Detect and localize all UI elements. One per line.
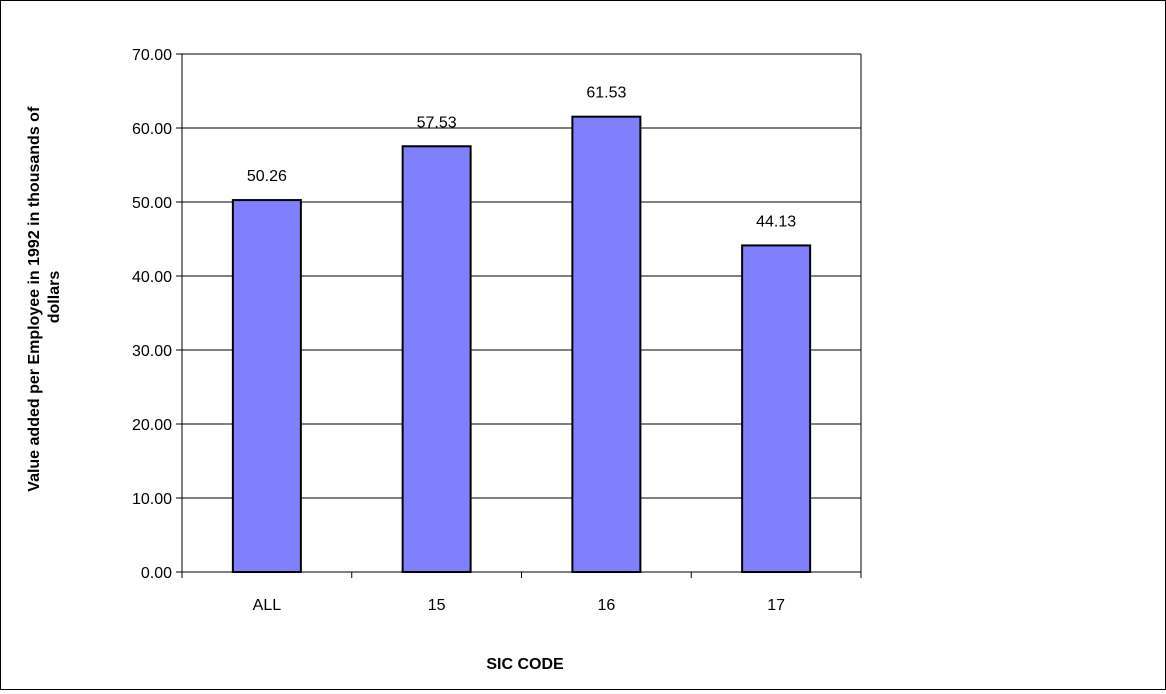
data-label: 61.53 [586,85,626,102]
y-axis-title: Value added per Employee in 1992 in thou… [26,102,63,491]
bar-16 [571,115,642,573]
axes [176,53,862,578]
y-tick-label: 10.00 [132,491,172,508]
y-tick-label: 70.00 [132,47,172,64]
y-tick-label: 20.00 [132,417,172,434]
bar-15 [401,145,472,573]
x-tick-label: 15 [428,597,446,614]
data-label: 50.26 [247,168,287,185]
x-tick-label: 16 [597,597,615,614]
y-tick-label: 60.00 [132,121,172,138]
y-tick-label: 30.00 [132,343,172,360]
data-label: 57.53 [417,114,457,131]
data-label: 44.13 [756,213,796,230]
x-tick-label: 17 [767,597,785,614]
bar-all [231,199,302,574]
y-axis-title-line-2: dollars [46,271,63,324]
bars [231,115,812,574]
labels: 0.00 10.00 20.00 30.00 40.00 50.00 60.00 70.00 5… [132,47,796,614]
bar-17 [741,244,812,574]
y-tick-label: 50.00 [132,195,172,212]
y-axis-title-line-1: Value added per Employee in 1992 in thou… [26,106,43,492]
x-tick-label: ALL [253,597,282,614]
y-tick-label: 40.00 [132,269,172,286]
y-tick-label: 0.00 [141,565,172,582]
x-axis-title: SIC CODE [486,656,564,673]
